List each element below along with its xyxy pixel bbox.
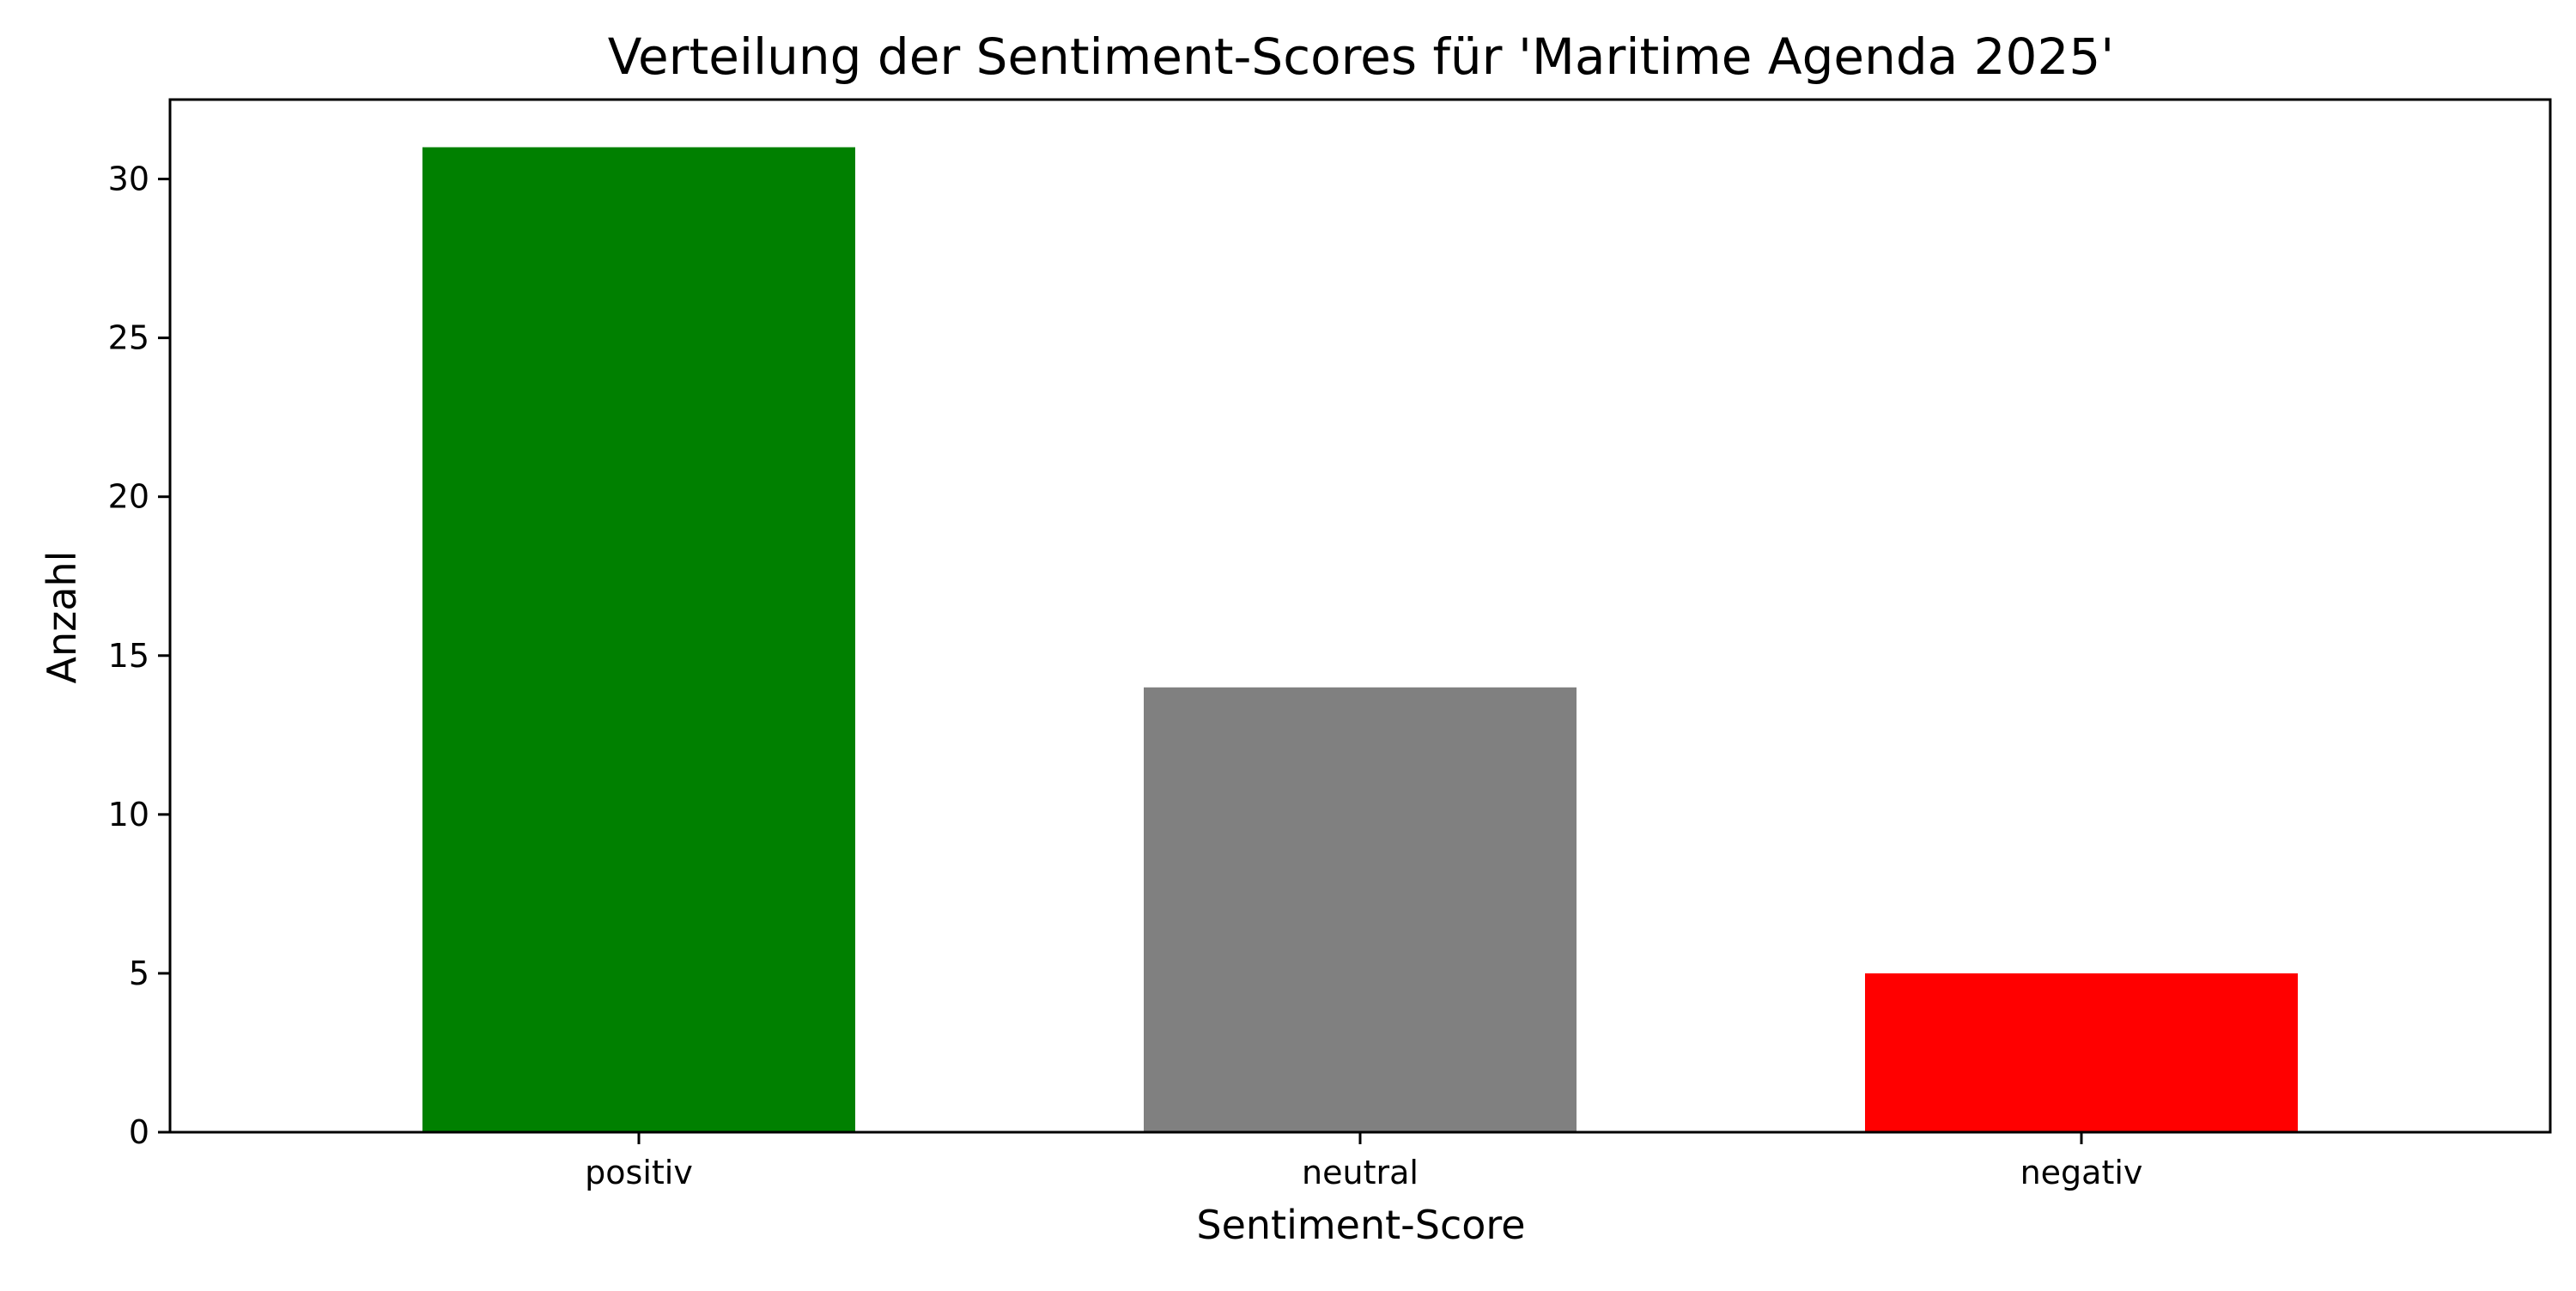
x-axis-label: Sentiment-Score: [1196, 1202, 1525, 1248]
bar-negativ: [1865, 973, 2298, 1132]
x-tick-label-neutral: neutral: [1302, 1154, 1419, 1191]
y-tick-label: 30: [108, 161, 149, 198]
x-axis: positiv neutral negativ: [585, 1132, 2142, 1191]
y-tick-label: 0: [129, 1113, 149, 1151]
chart-title: Verteilung der Sentiment-Scores für 'Mar…: [608, 27, 2114, 86]
bar-positiv: [422, 147, 855, 1132]
y-axis-label: Anzahl: [39, 551, 85, 684]
y-tick-label: 25: [108, 319, 149, 357]
plot-area-frame: [168, 98, 2552, 1134]
x-tick-label-positiv: positiv: [585, 1154, 693, 1191]
y-axis: 0 5 10 15 20 25 30: [108, 161, 170, 1151]
x-tick-label-negativ: negativ: [2020, 1154, 2143, 1191]
y-tick-label: 10: [108, 796, 149, 833]
bars-group: [422, 147, 2298, 1132]
y-tick-label: 15: [108, 637, 149, 675]
y-tick-label: 5: [129, 955, 149, 992]
bar-neutral: [1144, 687, 1577, 1132]
y-tick-label: 20: [108, 478, 149, 516]
